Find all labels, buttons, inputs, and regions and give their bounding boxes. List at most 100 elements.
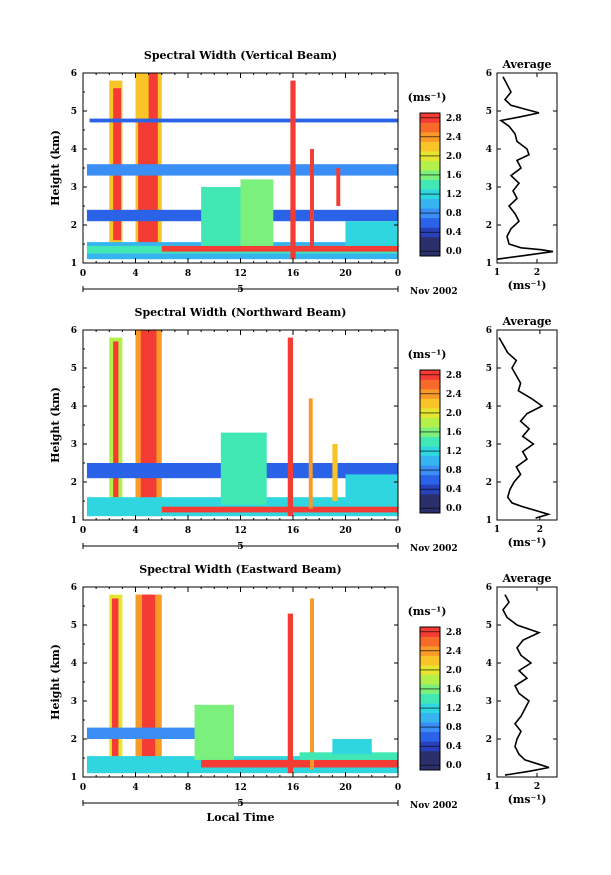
heatmap-cell (290, 80, 296, 260)
heatmap-cell (240, 179, 274, 246)
y-tick-label: 6 (71, 69, 77, 79)
y-tick-label: 6 (71, 583, 77, 593)
profile-y-tick-label: 1 (486, 773, 492, 783)
profile-title: Average (501, 572, 551, 585)
colorbar-tick-label: 0.8 (446, 723, 462, 733)
x-tick-label: 20 (339, 783, 352, 793)
profile-y-tick-label: 3 (486, 697, 492, 707)
colorbar-segment (420, 493, 440, 504)
colorbar-segment (420, 398, 440, 409)
colorbar-segment (420, 674, 440, 685)
heatmap-cell (345, 474, 398, 505)
heatmap-cell (86, 727, 215, 739)
colorbar-unit: (ms⁻¹) (408, 91, 447, 104)
y-tick-label: 5 (71, 364, 77, 374)
profile-y-tick-label: 2 (486, 221, 492, 231)
profile-y-tick-label: 4 (486, 402, 492, 412)
colorbar-tick-label: 0.0 (446, 761, 462, 771)
colorbar-segment (420, 655, 440, 666)
colorbar-segment (420, 712, 440, 723)
panel-title: Spectral Width (Eastward Beam) (139, 563, 341, 576)
y-tick-label: 2 (71, 221, 77, 231)
profile-line (498, 337, 552, 519)
colorbar-tick-label: 1.2 (446, 447, 462, 457)
colorbar-segment (420, 160, 440, 171)
profile-x-tick-label: 2 (537, 525, 543, 535)
profile-y-tick-label: 3 (486, 183, 492, 193)
profile-frame (496, 586, 558, 778)
colorbar-tick-label: 2.4 (446, 133, 462, 143)
colorbar-segment (420, 122, 440, 133)
colorbar-tick-label: 0.4 (446, 742, 462, 752)
colorbar-segment (420, 217, 440, 228)
y-tick-label: 4 (71, 402, 77, 412)
y-axis-label: Height (km) (49, 387, 62, 463)
x-tick-label: 0 (80, 783, 86, 793)
x-tick-label: 4 (132, 526, 138, 536)
heatmap-cell (332, 444, 338, 501)
colorbar-tick-label: 0.8 (446, 209, 462, 219)
panel-1: Spectral Width (Vertical Beam)123456Heig… (49, 49, 558, 297)
y-tick-label: 1 (71, 773, 77, 783)
heatmap-cell (287, 613, 293, 774)
colorbar-tick-label: 1.2 (446, 190, 462, 200)
y-tick-label: 2 (71, 735, 77, 745)
heatmap-cell (345, 221, 398, 246)
colorbar-tick-label: 2.8 (446, 371, 462, 381)
colorbar-segment (420, 141, 440, 152)
colorbar-tick-label: 2.8 (446, 628, 462, 638)
date-month: Nov 2002 (410, 544, 458, 554)
date-month: Nov 2002 (410, 801, 458, 811)
heatmap-cells (86, 330, 398, 517)
heatmap-cell (113, 341, 119, 498)
y-tick-label: 5 (71, 107, 77, 117)
profile-x-label: (ms⁻¹) (508, 536, 547, 549)
profile-x-label: (ms⁻¹) (508, 793, 547, 806)
x-tick-label: 0 (395, 783, 401, 793)
heatmap-cell (142, 594, 156, 762)
heatmap-cell (161, 506, 398, 513)
colorbar-tick-label: 0.4 (446, 228, 462, 238)
colorbar-segment (420, 636, 440, 647)
x-tick-label: 20 (339, 526, 352, 536)
y-tick-label: 4 (71, 145, 77, 155)
date-day: 5 (237, 285, 243, 295)
profile-x-tick-label: 1 (494, 782, 500, 792)
heatmap-cell (86, 164, 398, 176)
x-tick-label: 16 (287, 783, 300, 793)
x-tick-label: 4 (132, 783, 138, 793)
profile-title: Average (501, 315, 551, 328)
colorbar-tick-label: 2.0 (446, 666, 462, 676)
heatmap-cell (194, 704, 234, 760)
heatmap-cells (86, 73, 398, 260)
heatmap-cell (138, 122, 158, 256)
y-tick-label: 6 (71, 326, 77, 336)
colorbar-segment (420, 198, 440, 209)
profile-y-tick-label: 1 (486, 516, 492, 526)
x-tick-label: 12 (234, 269, 247, 279)
colorbar-tick-label: 2.4 (446, 390, 462, 400)
colorbar-unit: (ms⁻¹) (408, 348, 447, 361)
profile-y-tick-label: 5 (486, 621, 492, 631)
date-day: 5 (237, 542, 243, 552)
heatmap-cell (310, 598, 314, 770)
heatmap-cell (332, 739, 372, 755)
y-axis-label: Height (km) (49, 644, 62, 720)
profile-y-tick-label: 6 (486, 583, 492, 593)
y-tick-label: 3 (71, 697, 77, 707)
heatmap-cell (201, 759, 398, 768)
heatmap-cell (148, 73, 158, 123)
heatmap-cell (308, 398, 313, 509)
x-tick-label: 8 (185, 526, 191, 536)
heatmap-cell (336, 168, 341, 206)
x-tick-label: 0 (80, 269, 86, 279)
colorbar-segment (420, 436, 440, 447)
profile-line (496, 76, 554, 260)
panel-title: Spectral Width (Vertical Beam) (144, 49, 337, 62)
heatmap-cell (140, 330, 157, 513)
colorbar-tick-label: 0.8 (446, 466, 462, 476)
panel-2: Spectral Width (Northward Beam)123456Hei… (49, 306, 558, 554)
colorbar-tick-label: 2.8 (446, 114, 462, 124)
